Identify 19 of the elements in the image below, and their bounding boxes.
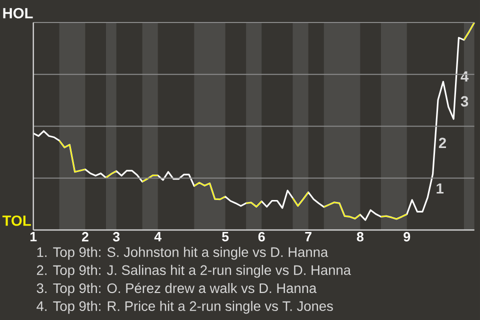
x-tick-label: 5	[222, 232, 229, 242]
x-tick-label: 4	[154, 232, 162, 242]
annotation: 2	[438, 138, 446, 148]
annotation: 3	[460, 96, 468, 107]
x-tick-label: 6	[258, 232, 265, 242]
x-tick-label: 1	[30, 232, 37, 242]
x-tick-label: 8	[356, 232, 364, 242]
text: HOL	[3, 8, 33, 18]
text: 3. Top 9th: O. Pérez drew a walk vs D. Hanna	[36, 282, 317, 296]
x-tick-label: 2	[82, 232, 88, 242]
text: 4. Top 9th: R. Price hit a 2-run single vs T. Jones	[36, 300, 333, 314]
text: 1. Top 9th: S. Johnston hit a single vs D. Hanna	[37, 246, 328, 260]
annotation: 4	[460, 71, 469, 82]
x-tick-label: 3	[112, 232, 120, 242]
annotation: 1	[436, 183, 444, 194]
text: TOL	[2, 215, 31, 226]
x-tick-label: 7	[305, 232, 312, 242]
x-tick-label: 9	[404, 232, 410, 242]
text: 2. Top 9th: J. Salinas hit a 2-run single vs D. Hanna	[36, 264, 351, 278]
